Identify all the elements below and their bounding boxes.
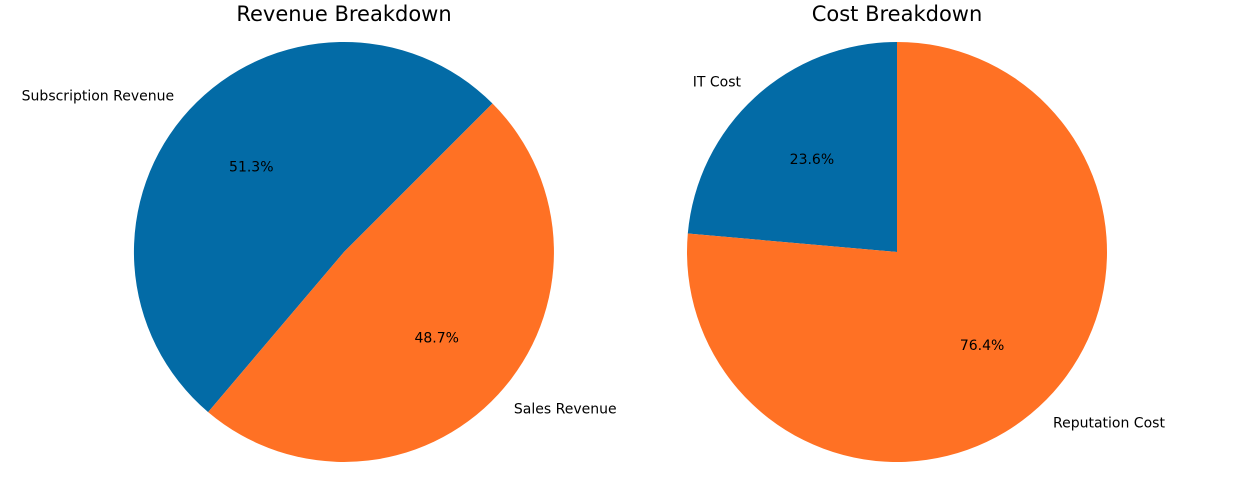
it-cost-slice — [687, 42, 897, 252]
subscription-revenue-slice — [133, 41, 493, 413]
it-cost-label: IT Cost — [693, 75, 742, 91]
it-cost-percent: 23.6% — [790, 152, 834, 168]
sales-revenue-label: Sales Revenue — [514, 402, 617, 418]
reputation-cost-slice — [686, 42, 1107, 462]
cost-pie-chart: Cost Breakdown IT Cost Reputation Cost 2… — [686, 2, 1165, 462]
cost-chart-title: Cost Breakdown — [812, 2, 983, 26]
revenue-chart-title: Revenue Breakdown — [236, 2, 451, 26]
subscription-revenue-percent: 51.3% — [229, 160, 273, 176]
sales-revenue-slice — [208, 103, 554, 462]
subscription-revenue-label: Subscription Revenue — [22, 89, 174, 105]
revenue-pie-chart: Revenue Breakdown Subscription Revenue S… — [22, 2, 617, 462]
reputation-cost-percent: 76.4% — [960, 338, 1004, 354]
sales-revenue-percent: 48.7% — [414, 330, 458, 346]
reputation-cost-label: Reputation Cost — [1053, 415, 1165, 431]
